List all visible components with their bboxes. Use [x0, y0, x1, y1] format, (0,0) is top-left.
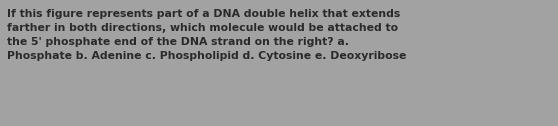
Text: If this figure represents part of a DNA double helix that extends
farther in bot: If this figure represents part of a DNA …: [7, 9, 406, 61]
